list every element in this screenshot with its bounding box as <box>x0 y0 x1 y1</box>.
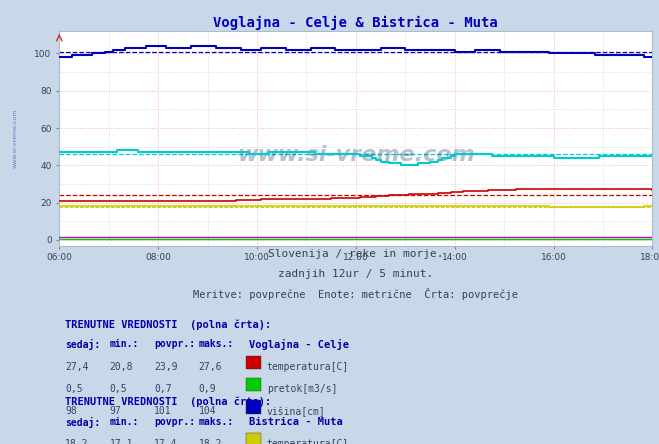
Text: sedaj:: sedaj: <box>65 417 100 428</box>
Text: zadnjih 12ur / 5 minut.: zadnjih 12ur / 5 minut. <box>278 269 434 279</box>
Text: pretok[m3/s]: pretok[m3/s] <box>267 384 337 394</box>
Text: povpr.:: povpr.: <box>154 339 195 349</box>
Text: www.si-vreme.com: www.si-vreme.com <box>237 146 474 166</box>
Bar <box>246 433 261 444</box>
Text: 101: 101 <box>154 406 172 416</box>
Text: 0,7: 0,7 <box>154 384 172 394</box>
Text: 98: 98 <box>65 406 77 416</box>
Text: Bistrica - Muta: Bistrica - Muta <box>249 417 343 427</box>
Text: 97: 97 <box>109 406 121 416</box>
Text: 17,4: 17,4 <box>154 439 178 444</box>
Text: 20,8: 20,8 <box>109 362 133 372</box>
Bar <box>246 378 261 392</box>
Text: Voglajna - Celje: Voglajna - Celje <box>249 339 349 350</box>
Text: www.si-vreme.com: www.si-vreme.com <box>13 108 17 168</box>
Text: temperatura[C]: temperatura[C] <box>267 439 349 444</box>
Text: 27,4: 27,4 <box>65 362 89 372</box>
Text: maks.:: maks.: <box>199 417 234 427</box>
Text: 18,2: 18,2 <box>199 439 222 444</box>
Text: min.:: min.: <box>109 339 139 349</box>
Text: 104: 104 <box>199 406 216 416</box>
Text: 0,5: 0,5 <box>65 384 83 394</box>
Text: Meritve: povprečne  Enote: metrične  Črta: povprečje: Meritve: povprečne Enote: metrične Črta:… <box>193 288 519 300</box>
Text: temperatura[C]: temperatura[C] <box>267 362 349 372</box>
Text: 23,9: 23,9 <box>154 362 178 372</box>
Text: povpr.:: povpr.: <box>154 417 195 427</box>
Bar <box>246 400 261 414</box>
Text: 27,6: 27,6 <box>199 362 222 372</box>
Text: maks.:: maks.: <box>199 339 234 349</box>
Text: min.:: min.: <box>109 417 139 427</box>
Text: Slovenija / reke in morje.: Slovenija / reke in morje. <box>268 250 444 259</box>
Text: TRENUTNE VREDNOSTI  (polna črta):: TRENUTNE VREDNOSTI (polna črta): <box>65 397 272 408</box>
Text: 17,1: 17,1 <box>109 439 133 444</box>
Text: sedaj:: sedaj: <box>65 339 100 350</box>
Text: višina[cm]: višina[cm] <box>267 406 326 416</box>
Text: TRENUTNE VREDNOSTI  (polna črta):: TRENUTNE VREDNOSTI (polna črta): <box>65 319 272 330</box>
Text: 0,9: 0,9 <box>199 384 216 394</box>
Title: Voglajna - Celje & Bistrica - Muta: Voglajna - Celje & Bistrica - Muta <box>214 16 498 30</box>
Text: 18,2: 18,2 <box>65 439 89 444</box>
Bar <box>246 356 261 369</box>
Text: 0,5: 0,5 <box>109 384 127 394</box>
